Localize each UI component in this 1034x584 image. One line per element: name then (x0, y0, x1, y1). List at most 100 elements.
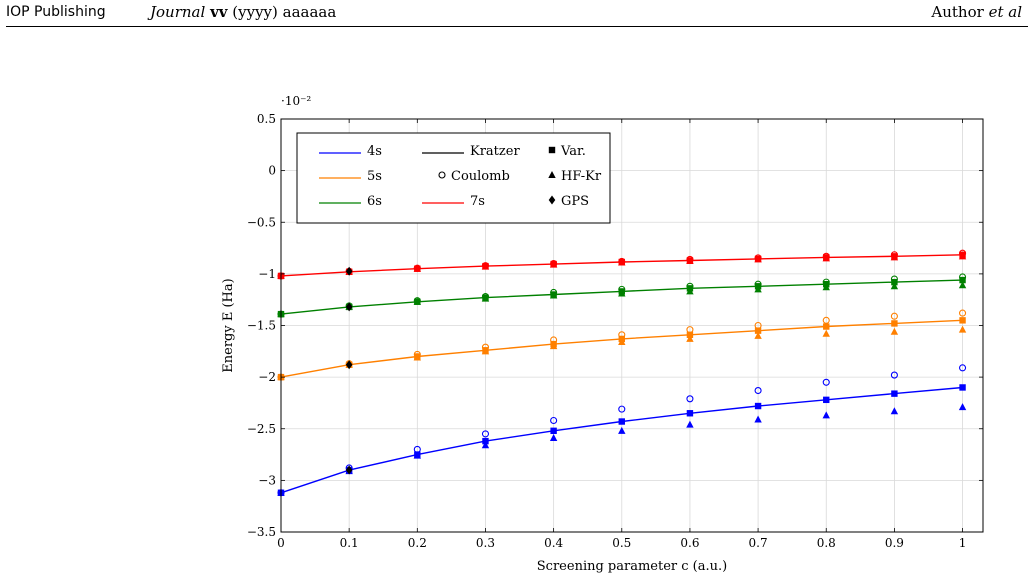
coulomb-point-4s (686, 395, 694, 403)
hfkr-point-6s (890, 282, 899, 290)
var-point-6s (618, 288, 625, 295)
legend-label: 5s (367, 169, 382, 184)
var-point-7s (891, 253, 898, 260)
legend-entry-5s: 5s (319, 169, 382, 184)
y-tick-label: −1.5 (247, 319, 276, 333)
hfkr-point-4s (822, 411, 830, 419)
var-point-6s (686, 285, 694, 292)
coulomb-point-4s (959, 364, 967, 372)
var-point-5s (618, 335, 625, 343)
y-axis-label: Energy E (Ha) (221, 278, 236, 372)
coulomb-point-4s (550, 416, 558, 425)
legend-label: Kratzer (470, 144, 520, 159)
x-tick-label: 0.1 (340, 536, 359, 550)
series-gps (345, 266, 353, 475)
legend-entry-hf-kr: HF-Kr (548, 169, 602, 184)
var-point-5s (959, 317, 966, 324)
var-point-7s (959, 251, 966, 258)
hfkr-point-5s (822, 329, 830, 337)
x-tick-label: 0.3 (476, 536, 495, 550)
legend-swatch (548, 195, 556, 205)
var-point-4s (891, 390, 898, 397)
gps-point (345, 302, 353, 312)
coulomb-point-4s (754, 386, 762, 395)
journal-year-article: (yyyy) aaaaaa (232, 3, 337, 21)
legend-swatch (548, 146, 556, 154)
var-point-6s (414, 298, 421, 305)
gps-point (345, 360, 353, 370)
chart-legend: 4s Kratzer Var. 5s Coulomb HF-Kr 6s 7s GPS (296, 132, 611, 224)
legend-entry-coulomb: Coulomb (438, 169, 510, 184)
y-tick-label: 0.5 (257, 112, 276, 126)
hfkr-point-5s (958, 325, 967, 333)
var-point-4s (959, 384, 966, 391)
legend-entry-4s: 4s (319, 144, 382, 159)
var-point-7s (754, 255, 762, 263)
var-point-5s (550, 340, 557, 348)
var-point-7s (618, 258, 625, 266)
var-point-4s (550, 427, 557, 435)
var-point-7s (823, 254, 830, 261)
y-tick-label: −3.5 (247, 525, 276, 539)
var-point-7s (686, 257, 694, 264)
y-tick-label: 0 (268, 164, 276, 178)
x-tick-label: 0.6 (680, 536, 699, 550)
legend-entry-gps: GPS (548, 194, 589, 209)
gps-point (345, 266, 353, 276)
page-header: IOP Publishing Journal vv (yyyy) aaaaaa … (0, 0, 1034, 28)
x-tick-label: 0.9 (885, 536, 904, 550)
legend-label: Var. (560, 144, 586, 159)
y-tick-label: −0.5 (247, 215, 276, 229)
y-tick-label: −1 (258, 267, 276, 281)
x-tick-label: 0.4 (544, 536, 563, 550)
x-axis-label: Screening parameter c (a.u.) (537, 559, 727, 574)
publisher-name: IOP Publishing (6, 4, 106, 20)
legend-swatch (548, 171, 556, 178)
coulomb-point-5s (959, 309, 967, 317)
var-point-4s (686, 410, 694, 417)
var-point-5s (482, 347, 489, 354)
var-point-6s (959, 276, 966, 284)
hfkr-point-4s (890, 407, 899, 415)
series-6s (277, 273, 967, 318)
journal-volume: vv (210, 3, 228, 21)
var-point-7s (414, 265, 421, 272)
legend-entry-var-: Var. (548, 144, 586, 159)
var-point-6s (754, 283, 762, 290)
legend-label: 4s (367, 144, 382, 159)
chart-ticks: 0 0.1 0.2 0.3 0.4 0.5 0.6 0.7 0.8 0.9 1 −3.5 −3 −2.5 −… (247, 112, 983, 550)
var-point-6s (823, 281, 830, 288)
coulomb-point-5s (890, 312, 898, 320)
x-tick-label: 1 (959, 536, 967, 550)
var-point-4s (414, 451, 421, 458)
legend-entry-6s: 6s (319, 194, 382, 209)
author-etal: et al (988, 3, 1022, 21)
y-tick-label: −3 (258, 473, 276, 487)
x-tick-label: 0.8 (817, 536, 836, 550)
var-point-7s (482, 262, 489, 270)
var-point-5s (414, 353, 421, 360)
x-tick-label: 0.7 (749, 536, 768, 550)
y-tick-label: −2 (258, 370, 276, 384)
hfkr-point-4s (958, 403, 967, 411)
chart-series (277, 249, 967, 497)
hfkr-point-4s (481, 441, 490, 449)
var-point-4s (618, 418, 625, 425)
coulomb-point-4s (481, 430, 490, 438)
legend-label: 7s (470, 194, 485, 209)
var-point-6s (550, 291, 557, 298)
var-point-7s (550, 260, 557, 268)
var-point-5s (823, 323, 830, 330)
hfkr-point-4s (754, 415, 762, 423)
author-name: Author (931, 3, 984, 21)
var-point-6s (482, 294, 489, 301)
hfkr-point-6s (958, 281, 967, 289)
var-point-6s (891, 278, 898, 286)
x-tick-label: 0 (277, 536, 285, 550)
y-tick-label: −2.5 (247, 422, 276, 436)
var-point-5s (686, 331, 694, 338)
journal-name: Journal (150, 3, 206, 21)
legend-label: Coulomb (451, 169, 510, 184)
var-point-4s (482, 437, 489, 445)
